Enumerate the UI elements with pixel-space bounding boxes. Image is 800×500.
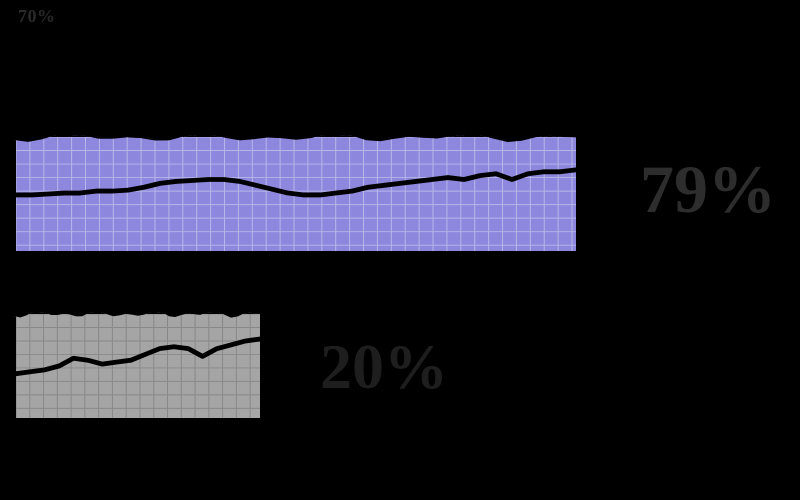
sparkline-svg-top bbox=[16, 137, 576, 251]
leader-dash-bottom bbox=[278, 370, 308, 376]
sparkline-panel-top bbox=[14, 135, 578, 253]
leader-dash-top bbox=[596, 192, 630, 198]
sparkline-svg-bottom bbox=[16, 314, 260, 418]
sparkline-panel-bottom bbox=[14, 312, 262, 420]
top-left-label: 70% bbox=[18, 6, 56, 27]
percent-label-bottom: 20% bbox=[320, 330, 448, 404]
percent-label-top: 79% bbox=[640, 150, 776, 229]
chart-stage: 70% 79% 20% bbox=[0, 0, 800, 500]
